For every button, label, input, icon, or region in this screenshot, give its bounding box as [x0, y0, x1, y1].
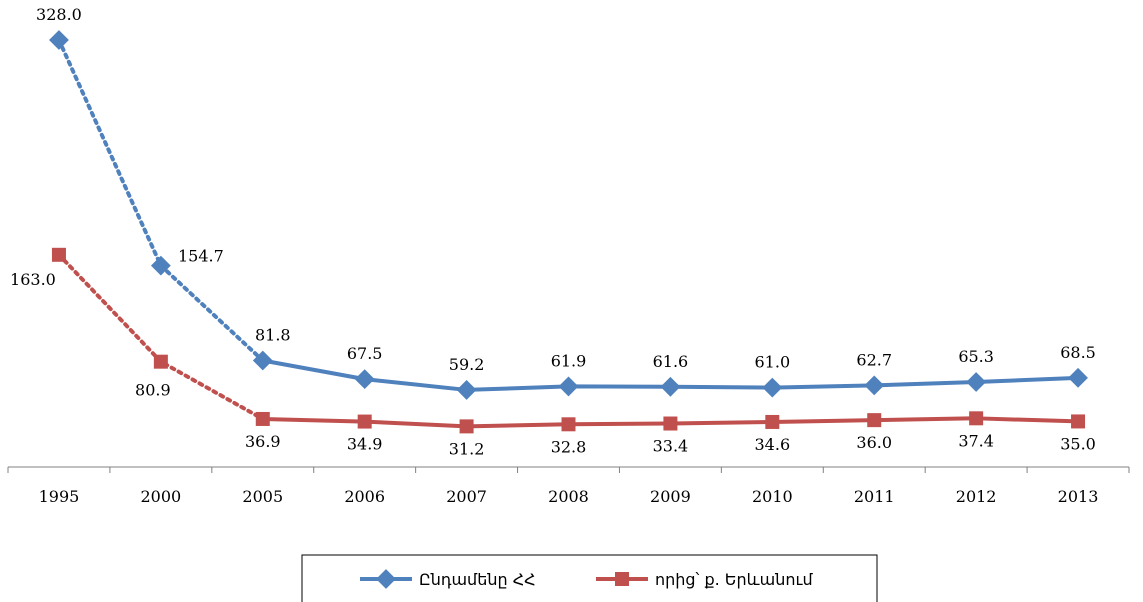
legend: Ընդամենը ՀՀ որից՝ ք. Երևանում	[301, 554, 878, 602]
legend-marker-2	[615, 572, 629, 586]
series-1-data-label: 81.8	[255, 326, 291, 345]
x-tick-label: 2013	[1058, 487, 1099, 506]
series-1-point	[966, 372, 987, 392]
series-2-point	[561, 417, 576, 432]
series-2-data-label: 34.9	[347, 435, 383, 454]
series-2-point	[51, 247, 66, 262]
series-1-point	[354, 369, 375, 390]
series-1-point	[864, 375, 885, 396]
legend-label-1: Ընդամենը ՀՀ	[419, 570, 536, 589]
series-2-point	[663, 416, 678, 431]
series-2-point	[969, 411, 984, 426]
legend-entry-2: որից՝ ք. Երևանում	[596, 570, 813, 589]
series-2-point	[357, 414, 372, 429]
x-tick-label: 2011	[854, 487, 895, 506]
series-2-data-label: 36.0	[856, 433, 892, 452]
series-2-data-label: 32.8	[551, 437, 587, 456]
series-1-point	[1068, 367, 1088, 388]
legend-marker-1	[376, 569, 396, 589]
series-1-point	[660, 376, 681, 397]
series-1-data-label: 154.7	[178, 247, 224, 266]
x-tick-label: 2009	[650, 487, 691, 506]
data-labels: 328.0 154.7 81.8 67.5 59.2 61.9 61.6 61.0 62.7 65…	[10, 5, 1096, 458]
series-2-data-label: 35.0	[1060, 434, 1096, 453]
x-tick-label: 2010	[752, 487, 793, 506]
series-1-point	[456, 380, 477, 400]
x-tick-label: 2012	[956, 487, 997, 506]
x-tick-label: 2005	[242, 487, 283, 506]
series-2-data-label: 163.0	[10, 270, 56, 289]
series-1-data-label: 59.2	[449, 355, 485, 374]
series-2-point	[867, 413, 882, 428]
series-1-point	[558, 376, 579, 397]
series-1-data-label: 61.0	[755, 353, 791, 372]
series-1-data-label: 61.9	[551, 351, 587, 370]
series-2-data-label: 37.4	[958, 431, 994, 450]
series-1-data-label: 67.5	[347, 344, 383, 363]
x-axis: 1995 2000 2005 2006 2007 2008 2009 2010 2011 2012…	[7, 466, 1130, 506]
series-2-point	[1071, 414, 1086, 429]
series-1-data-label: 62.7	[856, 350, 892, 369]
series-2-point	[153, 354, 168, 369]
series-1-data-label: 61.6	[653, 352, 689, 371]
legend-label-2: որից՝ ք. Երևանում	[655, 570, 813, 589]
series-1-dotted-line	[56, 38, 265, 363]
series-1-data-label: 65.3	[958, 347, 994, 366]
series-1-data-label: 328.0	[36, 5, 82, 24]
series-2-data-label: 34.6	[755, 435, 791, 454]
series-2-data-label: 36.9	[245, 432, 281, 451]
series-1-point	[762, 377, 783, 398]
series-2-point	[255, 411, 270, 426]
x-tick-label: 2000	[141, 487, 182, 506]
series-2-point	[459, 419, 474, 434]
series-1-point	[49, 30, 69, 50]
series-2-data-label: 31.2	[449, 439, 485, 458]
x-tick-label: 2006	[344, 487, 385, 506]
legend-entry-1: Ընդամենը ՀՀ	[360, 569, 536, 589]
x-tick-label: 1995	[39, 487, 80, 506]
series-1-data-label: 68.5	[1060, 343, 1096, 362]
x-tick-label: 2008	[548, 487, 589, 506]
series-markers	[49, 30, 1088, 434]
series-2-data-label: 80.9	[135, 381, 171, 400]
series-1-point	[150, 255, 171, 276]
x-tick-label: 2007	[446, 487, 487, 506]
series-2-point	[765, 414, 780, 429]
series-2-data-label: 33.4	[653, 437, 689, 456]
